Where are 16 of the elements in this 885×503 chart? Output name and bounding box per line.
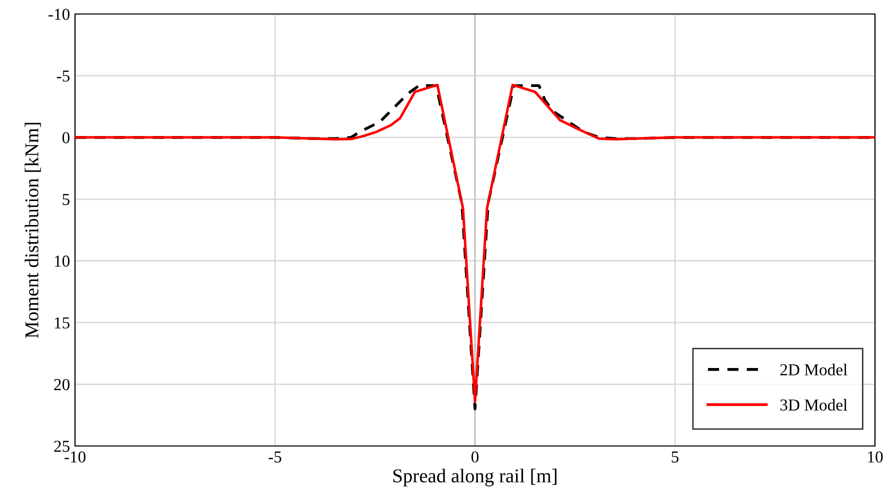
x-tick-label: -5 (268, 452, 282, 463)
y-tick-label: 10 (54, 256, 70, 267)
y-tick-label: 0 (62, 132, 70, 144)
y-tick-label: -5 (56, 70, 70, 82)
legend-label: 2D Model (780, 364, 848, 376)
y-tick-label: 20 (54, 378, 70, 390)
legend-label: 3D Model (780, 398, 848, 411)
y-axis-title: Moment distribution [kNm] (24, 122, 41, 338)
y-tick-label: 15 (54, 317, 70, 329)
y-tick-label: 5 (62, 194, 70, 206)
y-tick-label: -10 (48, 8, 70, 20)
x-tick-label: 5 (672, 452, 679, 463)
x-axis-title: Spread along rail [m] (393, 468, 556, 486)
x-tick-label: 0 (471, 451, 479, 463)
x-tick-label: 10 (868, 451, 883, 463)
y-tick-label: 25 (54, 440, 70, 452)
